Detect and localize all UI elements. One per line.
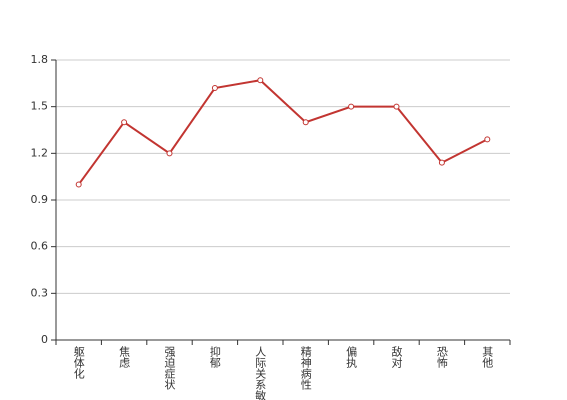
x-tick-label: 人际关系敏感 <box>254 346 267 400</box>
point <box>121 119 128 126</box>
line <box>77 79 488 186</box>
point <box>211 85 218 91</box>
y-tick-label: 0.6 <box>31 240 49 253</box>
point <box>302 119 309 126</box>
x-tick-label: 抑郁 <box>208 345 221 368</box>
point <box>75 181 82 188</box>
y-tick-label: 1.2 <box>31 146 49 159</box>
y-tick-label: 0 <box>41 333 48 346</box>
point <box>484 136 491 143</box>
x-tick-label: 敌对 <box>390 345 403 368</box>
y-tick-label: 1.5 <box>31 100 49 113</box>
point <box>438 159 445 166</box>
point <box>393 103 400 110</box>
x-tick-label: 精神病性 <box>299 346 312 391</box>
x-tick-label: 焦虑 <box>118 346 131 368</box>
x-tick-label: 躯体化 <box>72 346 85 380</box>
x-tick-label: 其他 <box>481 346 494 368</box>
y-tick-label: 1.8 <box>31 53 49 66</box>
x-tick-label: 恐怖 <box>435 346 448 368</box>
x-tick-label: 偏执 <box>345 345 358 369</box>
point <box>348 103 355 110</box>
y-tick-label: 0.3 <box>31 286 49 299</box>
x-tick-label: 强迫症状 <box>163 346 176 390</box>
point <box>166 150 173 157</box>
point <box>257 77 264 84</box>
y-tick-label: 0.9 <box>31 193 49 206</box>
